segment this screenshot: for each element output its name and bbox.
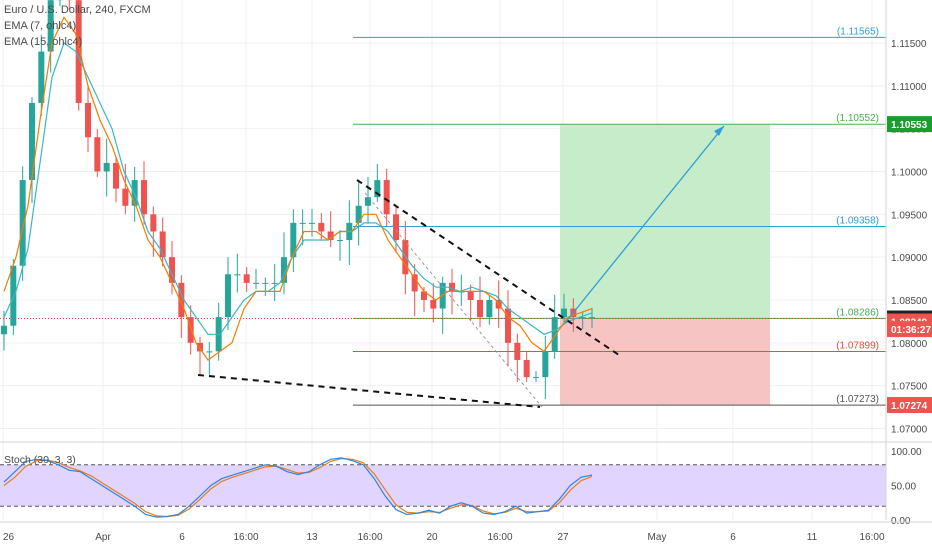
price-tick-label: 1.09500 (891, 210, 928, 221)
price-tick-label: 1.07000 (891, 425, 928, 436)
candle-body (477, 300, 483, 317)
candle-body (318, 223, 324, 232)
candle-body (514, 343, 520, 360)
time-tick-label: 11 (807, 532, 818, 543)
candle-body (356, 206, 362, 223)
candle-body (104, 163, 110, 172)
candle-body (206, 351, 212, 352)
candle-body (197, 343, 203, 352)
stoch-title: Stoch (30, 3, 3) (4, 454, 76, 466)
candle-body (430, 300, 436, 309)
price-badge-label: 01:36:27 (891, 325, 931, 336)
candle-body (272, 283, 278, 284)
time-tick-label: 16:00 (487, 532, 512, 543)
candle-body (449, 283, 455, 292)
time-tick-label: 16:00 (233, 532, 258, 543)
candle-body (225, 274, 231, 317)
price-tick-label: 1.11500 (891, 39, 927, 50)
candle-body (262, 283, 268, 284)
price-tick-label: 1.08500 (891, 296, 928, 307)
level-label: (1.07899) (836, 340, 879, 351)
candle-body (1, 326, 7, 335)
candle-body (122, 189, 128, 206)
stoch-tick-label: 50.00 (891, 482, 916, 493)
legend-ema7: EMA (7, ohlc4) (4, 20, 76, 32)
candle-body (29, 103, 35, 180)
time-tick-label: May (648, 532, 667, 543)
time-tick-label: 16:00 (357, 532, 382, 543)
candle-body (486, 300, 492, 317)
level-label: (1.08286) (836, 307, 879, 318)
price-tick-label: 1.08000 (891, 339, 928, 350)
time-tick-label: Apr (95, 532, 111, 543)
candle-body (150, 214, 156, 231)
candle-body (300, 223, 306, 224)
candle-body (94, 137, 100, 171)
candle-body (552, 317, 558, 351)
candle-body (337, 240, 343, 241)
stoch-tick-label: 100.00 (891, 447, 922, 458)
loss-zone (560, 318, 770, 405)
level-label: (1.11565) (837, 26, 879, 37)
level-label: (1.09358) (836, 215, 879, 226)
candle-body (309, 223, 315, 224)
candle-body (533, 377, 539, 378)
candle-body (253, 283, 259, 284)
time-tick-label: 6 (179, 532, 185, 543)
candle-body (141, 180, 147, 214)
level-label: (1.10552) (836, 113, 879, 124)
chart-title: Euro / U.S. Dollar, 240, FXCM (4, 4, 151, 16)
candle-body (20, 180, 26, 266)
time-tick-label: 26 (3, 532, 15, 543)
legend-ema15: EMA (15, ohlc4) (4, 36, 82, 48)
level-label: (1.07273) (836, 394, 879, 405)
time-tick-label: 20 (426, 532, 438, 543)
time-tick-label: 16:00 (859, 532, 884, 543)
time-tick-label: 6 (730, 532, 736, 543)
price-badge-label: 1.07274 (891, 401, 928, 412)
candle-body (542, 351, 548, 377)
candle-body (468, 291, 474, 300)
price-tick-label: 1.09000 (891, 253, 928, 264)
candle-body (234, 274, 240, 275)
price-tick-label: 1.07500 (891, 382, 928, 393)
candle-body (524, 360, 530, 377)
price-tick-label: 1.11000 (891, 82, 927, 93)
candle-body (412, 274, 418, 291)
price-badge-label: 1.10553 (891, 120, 928, 131)
stoch-band (0, 465, 886, 506)
price-tick-label: 1.10000 (891, 168, 928, 179)
candle-body (384, 180, 390, 214)
candle-body (113, 163, 119, 189)
candle-body (589, 317, 595, 318)
candle-body (85, 103, 91, 137)
candle-body (244, 274, 250, 283)
time-tick-label: 13 (306, 532, 318, 543)
time-tick-label: 27 (557, 532, 569, 543)
